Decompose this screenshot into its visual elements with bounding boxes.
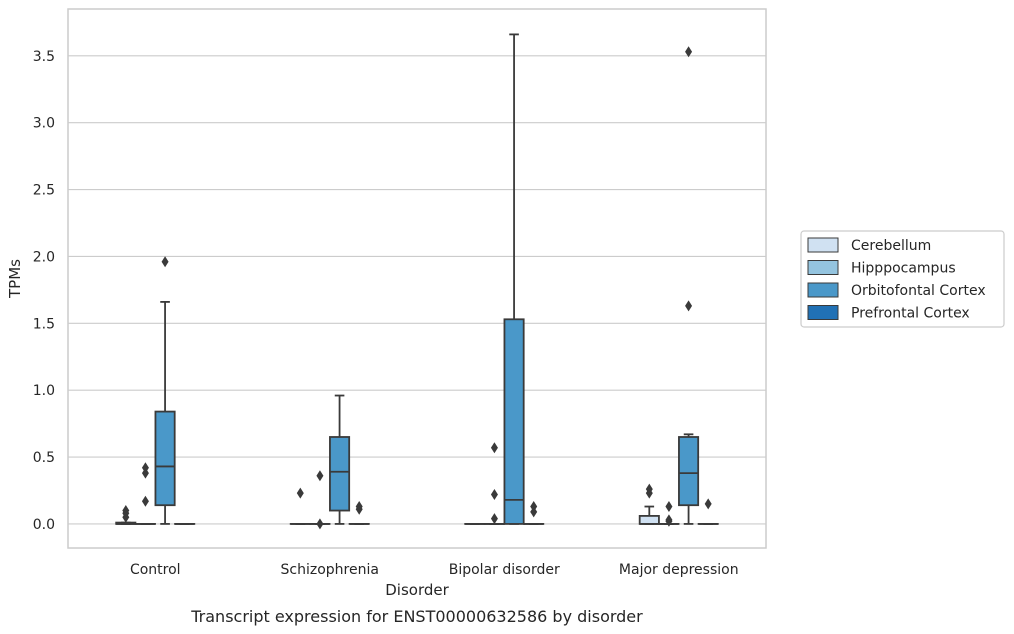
x-tick-label: Bipolar disorder — [449, 562, 560, 578]
legend-box — [800, 230, 1005, 328]
outlier-point — [296, 487, 304, 499]
y-axis-label: TPMs — [6, 259, 24, 299]
box-hipppocampus — [309, 470, 331, 530]
plot-area-frame — [67, 8, 767, 549]
outlier-point — [316, 518, 324, 530]
y-tick-label: 2.0 — [33, 249, 55, 265]
box-prefrontal-cortex — [348, 501, 370, 525]
box-prefrontal-cortex — [523, 501, 545, 525]
y-tick-label: 3.0 — [33, 116, 55, 132]
x-tick-label: Schizophrenia — [281, 562, 379, 578]
x-tick-label: Major depression — [619, 562, 739, 578]
outlier-point — [530, 501, 538, 513]
box-cerebellum — [638, 483, 660, 525]
box-hipppocampus — [483, 442, 505, 525]
y-tick-label: 0.5 — [33, 450, 55, 466]
legend-swatch — [807, 305, 839, 320]
y-tick-label: 1.0 — [33, 383, 55, 399]
box-cerebellum — [289, 487, 311, 525]
legend-entry-label: Prefrontal Cortex — [851, 306, 970, 322]
y-tick-label: 0.0 — [33, 517, 55, 533]
outlier-point — [161, 256, 169, 268]
outlier-point — [141, 495, 149, 507]
box-hipppocampus — [658, 501, 680, 527]
outlier-point — [665, 514, 673, 526]
outlier-point — [490, 442, 498, 454]
outlier-point — [355, 501, 363, 513]
outlier-point — [704, 498, 712, 510]
outlier-point — [685, 46, 693, 58]
legend-swatch — [807, 282, 839, 298]
legend-swatch — [807, 237, 839, 253]
x-axis-label: Disorder — [385, 581, 449, 599]
box-iqr — [503, 318, 525, 525]
legend-entry-label: Hipppocampus — [851, 261, 956, 277]
outlier-point — [685, 300, 693, 312]
box-iqr — [638, 515, 660, 525]
box-orbitofontal-cortex — [329, 394, 351, 525]
legend-entry-label: Orbitofontal Cortex — [851, 283, 986, 299]
box-iqr — [329, 436, 351, 512]
gridlines — [68, 55, 766, 525]
box-orbitofontal-cortex — [154, 256, 176, 525]
box-prefrontal-cortex — [697, 498, 719, 525]
outlier-point — [316, 470, 324, 482]
outlier-point — [665, 501, 673, 513]
outlier-point — [141, 462, 149, 474]
box-cerebellum — [115, 505, 137, 525]
box-iqr — [154, 410, 176, 507]
figure-caption: Transcript expression for ENST0000063258… — [190, 607, 643, 626]
box-layer — [115, 33, 719, 530]
box-hipppocampus — [134, 462, 156, 525]
y-tick-label: 1.5 — [33, 316, 55, 332]
box-orbitofontal-cortex — [678, 46, 700, 525]
y-tick-label: 3.5 — [33, 49, 55, 65]
y-axis-ticks: 0.0 0.5 1.0 1.5 2.0 2.5 3.0 3.5 — [33, 49, 55, 533]
outlier-point — [122, 505, 130, 517]
legend: Cerebellum Hipppocampus Orbitofontal Corte… — [800, 230, 1005, 328]
outlier-point — [490, 489, 498, 501]
outlier-point — [645, 483, 653, 495]
x-axis-ticks: Control Schizophrenia Bipolar disorder Majo… — [130, 562, 739, 578]
legend-swatch — [807, 260, 839, 275]
y-tick-label: 2.5 — [33, 183, 55, 199]
x-tick-label: Control — [130, 562, 181, 578]
box-iqr — [678, 436, 700, 507]
outlier-point — [490, 513, 498, 525]
box-orbitofontal-cortex — [503, 33, 525, 525]
legend-entry-label: Cerebellum — [851, 238, 931, 254]
